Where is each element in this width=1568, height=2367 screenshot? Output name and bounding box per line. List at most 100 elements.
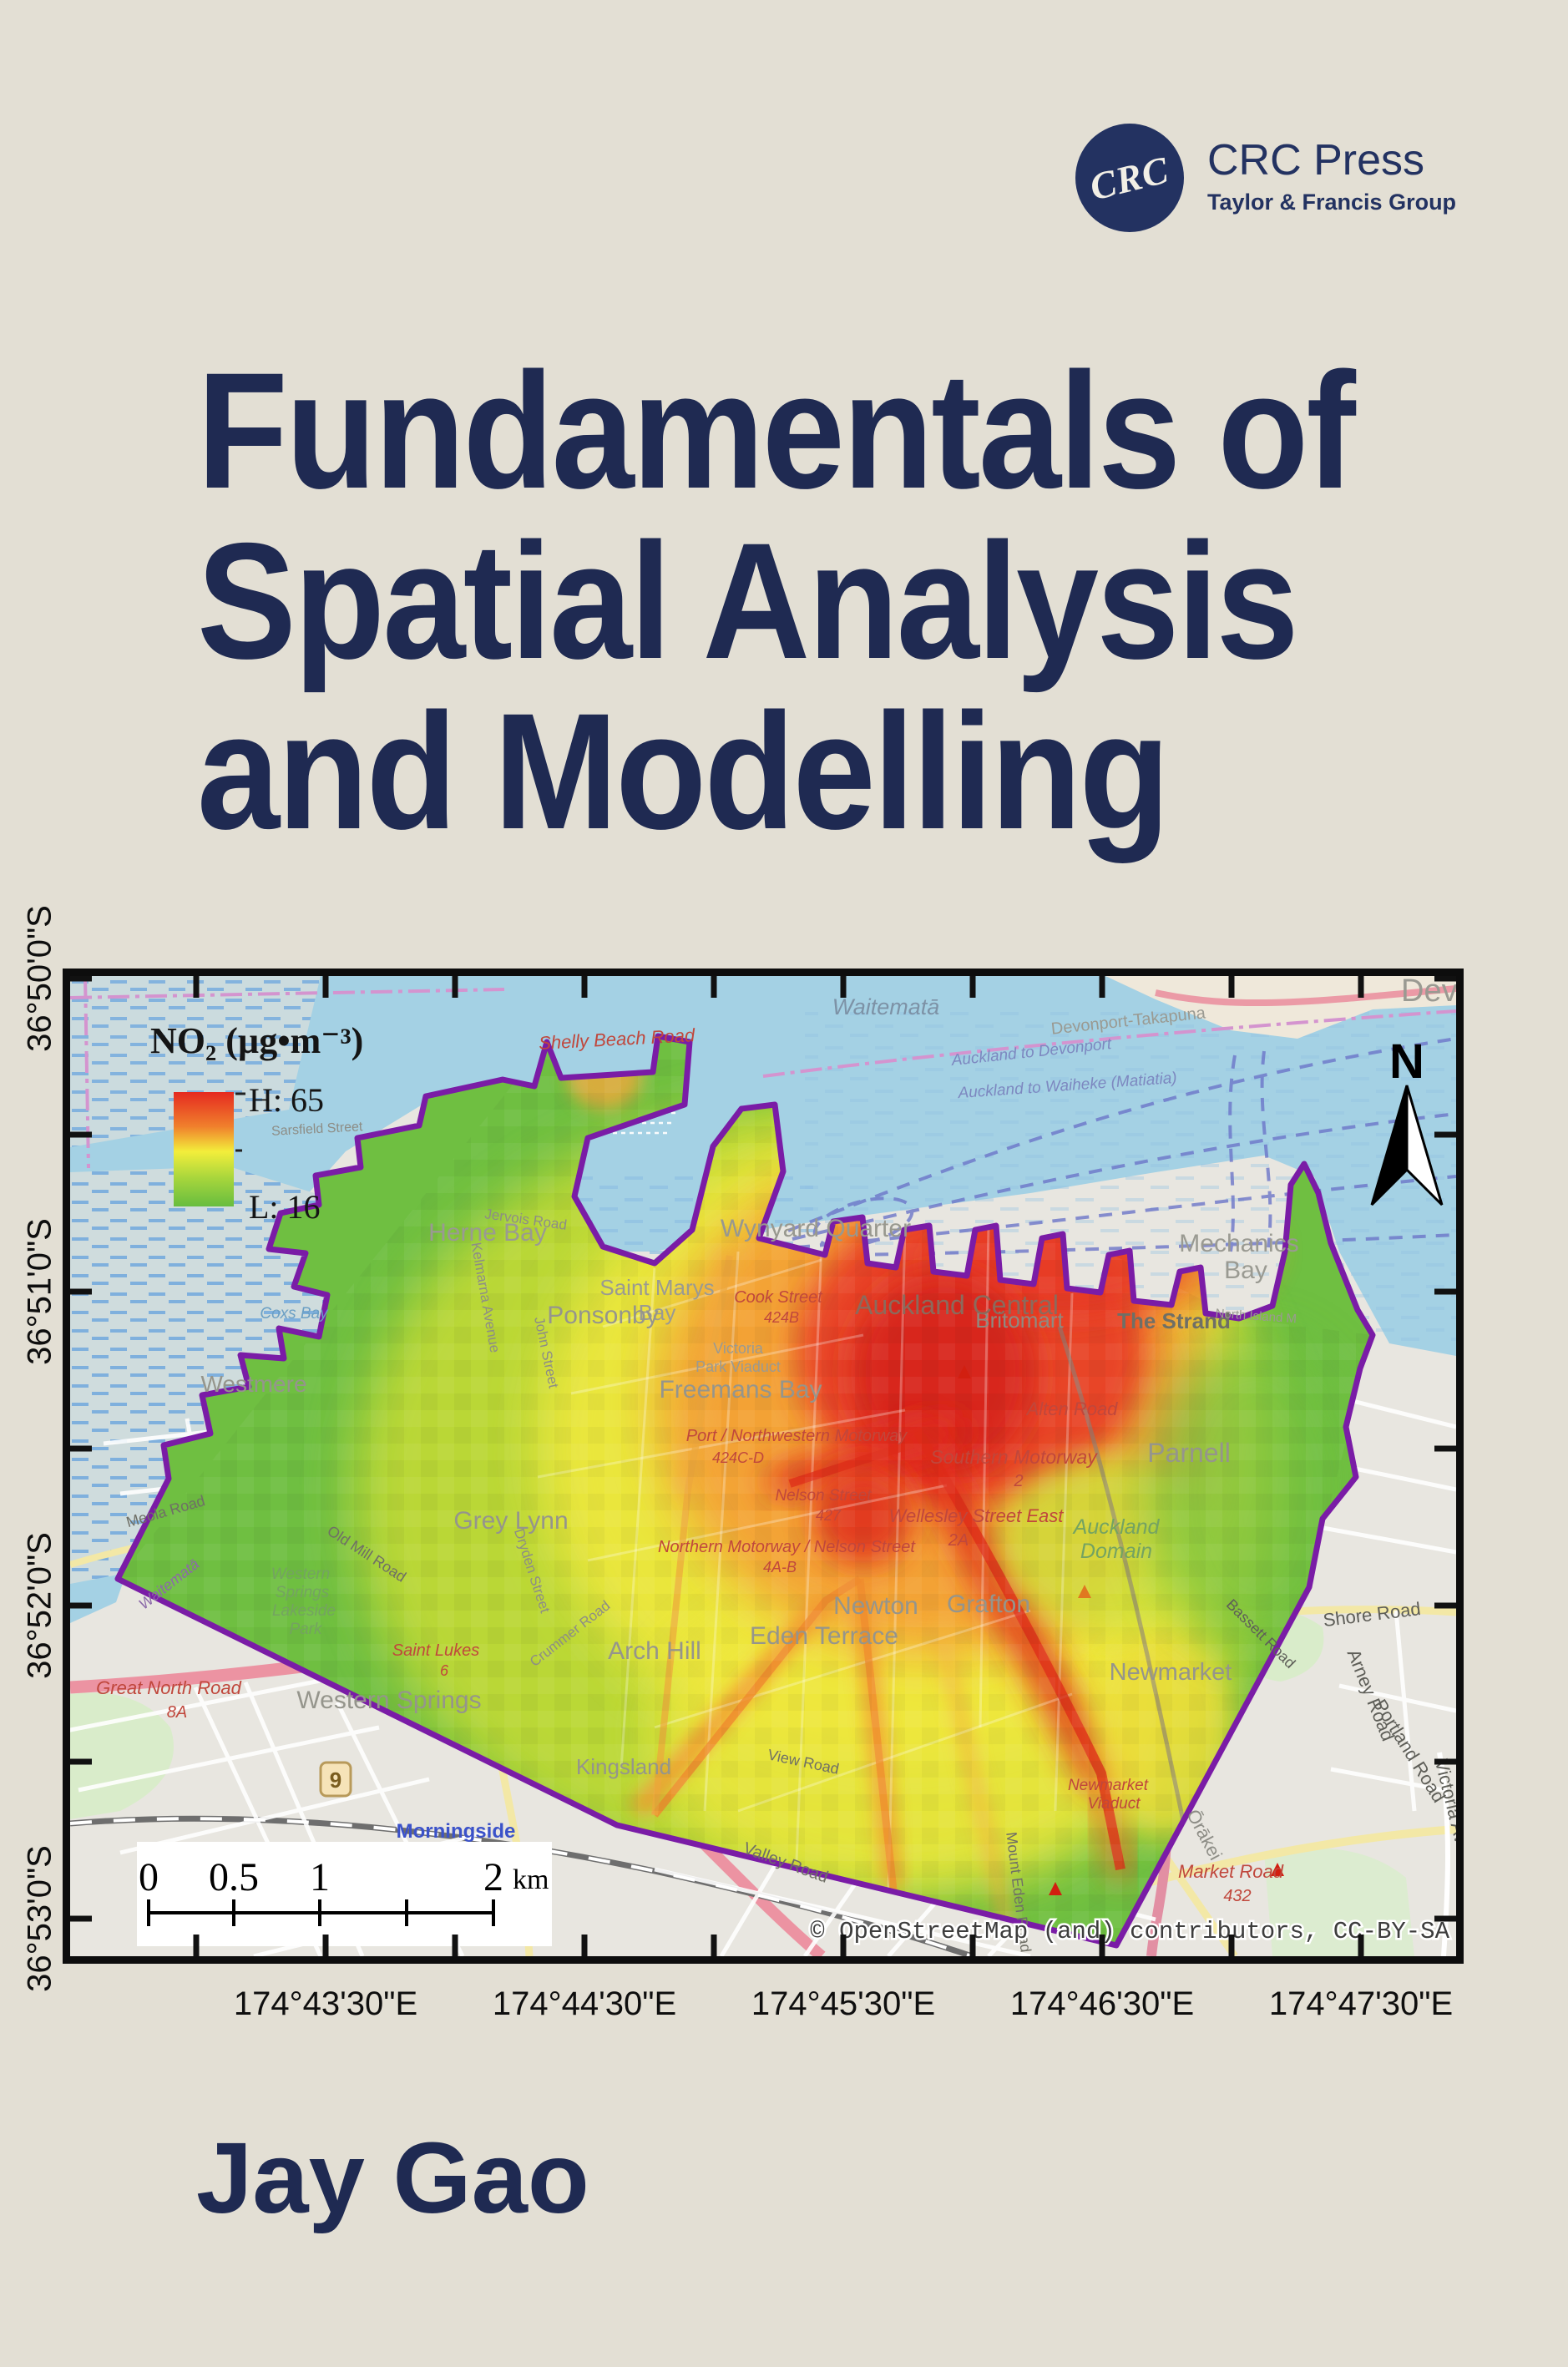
route-shield-number: 9 <box>330 1768 341 1793</box>
map-label: Grafton <box>947 1591 1030 1618</box>
north-label: N <box>1389 1034 1424 1089</box>
map-label: Newton <box>833 1592 918 1620</box>
lon-label-4: 174°47'30"E <box>1268 1985 1454 2022</box>
study-area-boundary <box>114 1033 1376 1949</box>
map-label: Park <box>289 1621 323 1638</box>
map-label: Sarsfield Street <box>271 1120 364 1139</box>
title-line-1: Fundamentals of <box>197 338 1356 523</box>
devonport-land <box>1105 976 1456 1039</box>
map-label: Western <box>271 1565 330 1583</box>
legend-ticks <box>235 1092 245 1152</box>
north-arrow: N <box>1370 1034 1444 1206</box>
map-label: Newmarket <box>1068 1777 1149 1794</box>
scale-unit: km <box>513 1864 549 1895</box>
map-label: Morningside <box>397 1820 516 1843</box>
map-label: Kingsland <box>576 1754 671 1779</box>
legend-gradient <box>174 1092 234 1206</box>
scale-1: 1 <box>310 1855 330 1899</box>
cover-map: 9 Waitematā Devonport-Takapuna Auckland to… <box>63 969 1464 1964</box>
map-label: Great North Road <box>96 1677 241 1698</box>
title-line-2: Spatial Analysis <box>197 508 1299 693</box>
lon-label-2: 174°45'30"E <box>751 1985 936 2022</box>
map-label: Westmere <box>200 1371 306 1397</box>
osm-attribution: © OpenStreetMap (and) contributors, CC-B… <box>810 1918 1449 1945</box>
map-label: Newmarket <box>1110 1659 1232 1686</box>
map-label: 424C-D <box>712 1449 764 1466</box>
author-name: Jay Gao <box>196 2121 589 2234</box>
map-label: Southern Motorway <box>930 1446 1098 1468</box>
map-label: Eden Terrace <box>750 1622 898 1650</box>
map-label: Auckland <box>1072 1515 1161 1539</box>
lat-label-1: 36°51'0"S <box>21 1218 58 1365</box>
map-label: Northern Motorway / Nelson Street <box>658 1538 916 1556</box>
map-label: Freemans Bay <box>659 1376 822 1404</box>
map-label: Waitematā <box>832 994 940 1019</box>
devonport-road <box>1155 985 1456 1007</box>
map-label: Cook Street <box>734 1288 823 1307</box>
map-label: 2 <box>1013 1472 1023 1490</box>
publisher-logo: CRC CRC Press Taylor & Francis Group <box>1075 124 1456 232</box>
map-label: 432 <box>1223 1887 1251 1905</box>
legend-low: L: 16 <box>249 1188 321 1226</box>
peak-markers <box>958 1365 1284 1895</box>
map-label: Herne Bay <box>428 1219 547 1247</box>
map-label: Auckland Central <box>855 1290 1059 1320</box>
lon-label-1: 174°44'30"E <box>492 1985 677 2022</box>
map-label: Parnell <box>1147 1438 1231 1468</box>
map-label: Viaduct <box>1087 1795 1141 1813</box>
map-label: 8A <box>167 1703 187 1722</box>
map-label: Saint Marys <box>599 1275 714 1300</box>
map-legend: NO₂ (µg•m⁻³) H: 65 L: 16 <box>150 1020 363 1226</box>
scale-05: 0.5 <box>209 1855 259 1899</box>
map-label: Mechanics <box>1179 1230 1298 1257</box>
map-label: Grey Lynn <box>453 1507 568 1535</box>
publisher-group: Taylor & Francis Group <box>1207 190 1457 215</box>
scale-0: 0 <box>139 1855 159 1899</box>
lon-label-0: 174°43'30"E <box>233 1985 418 2022</box>
crc-monogram: CRC <box>1085 147 1174 209</box>
map-label: Britomart <box>975 1307 1064 1333</box>
ferry-routes <box>787 1037 1456 1257</box>
map-label: Bay <box>639 1300 676 1325</box>
lat-label-0: 36°50'0"S <box>21 905 58 1052</box>
map-label: Domain <box>1080 1540 1152 1563</box>
lat-label-2: 36°52'0"S <box>21 1532 58 1679</box>
map-label: 4A-B <box>763 1559 797 1575</box>
legend-title: NO₂ (µg•m⁻³) <box>150 1020 363 1061</box>
map-label: 2A <box>948 1531 969 1550</box>
map-label: 6 <box>440 1662 449 1679</box>
map-label: Bay <box>1224 1257 1267 1284</box>
map-label: Wynyard Quarter <box>721 1215 911 1242</box>
map-label: Nelson Street <box>775 1487 872 1505</box>
lon-label-3: 174°46'30"E <box>1009 1985 1195 2022</box>
map-label: North Island M <box>1215 1307 1297 1327</box>
map-label: The Strand <box>1117 1308 1231 1333</box>
lat-label-3: 36°53'0"S <box>21 1845 58 1992</box>
map-label: Arch Hill <box>608 1637 701 1665</box>
scale-2: 2 <box>483 1855 503 1899</box>
map-label: Victoria <box>713 1340 764 1357</box>
legend-high: H: 65 <box>249 1081 324 1119</box>
publisher-name: CRC Press <box>1207 136 1425 185</box>
map-label: 424B <box>764 1309 799 1326</box>
map-label: Port / Northwestern Motorway <box>686 1427 908 1445</box>
crc-logo-icon: CRC <box>1075 124 1184 232</box>
book-title: Fundamentals of Spatial Analysis and Mod… <box>197 338 1356 863</box>
map-label: Park Viaduct <box>695 1358 781 1375</box>
map-label: 427 <box>816 1507 842 1524</box>
map-label: Saint Lukes <box>392 1641 480 1660</box>
map-label: Alten Road <box>1025 1398 1119 1419</box>
graticule-ticks <box>70 976 1456 1956</box>
scale-bar: 0 0.5 1 2 km <box>137 1842 552 1946</box>
map-label: Western Springs <box>296 1687 481 1714</box>
map-label: Wellesley Street East <box>889 1505 1065 1526</box>
map-label: Coxs Bay <box>260 1305 329 1323</box>
map-label: Springs <box>276 1584 330 1601</box>
tidal-flats-corner <box>70 976 321 1147</box>
map-label: Lakeside <box>272 1602 336 1620</box>
route-shield: 9 <box>319 1761 352 1798</box>
map-label: Market Road <box>1178 1861 1284 1882</box>
title-line-3: and Modelling <box>197 679 1170 863</box>
